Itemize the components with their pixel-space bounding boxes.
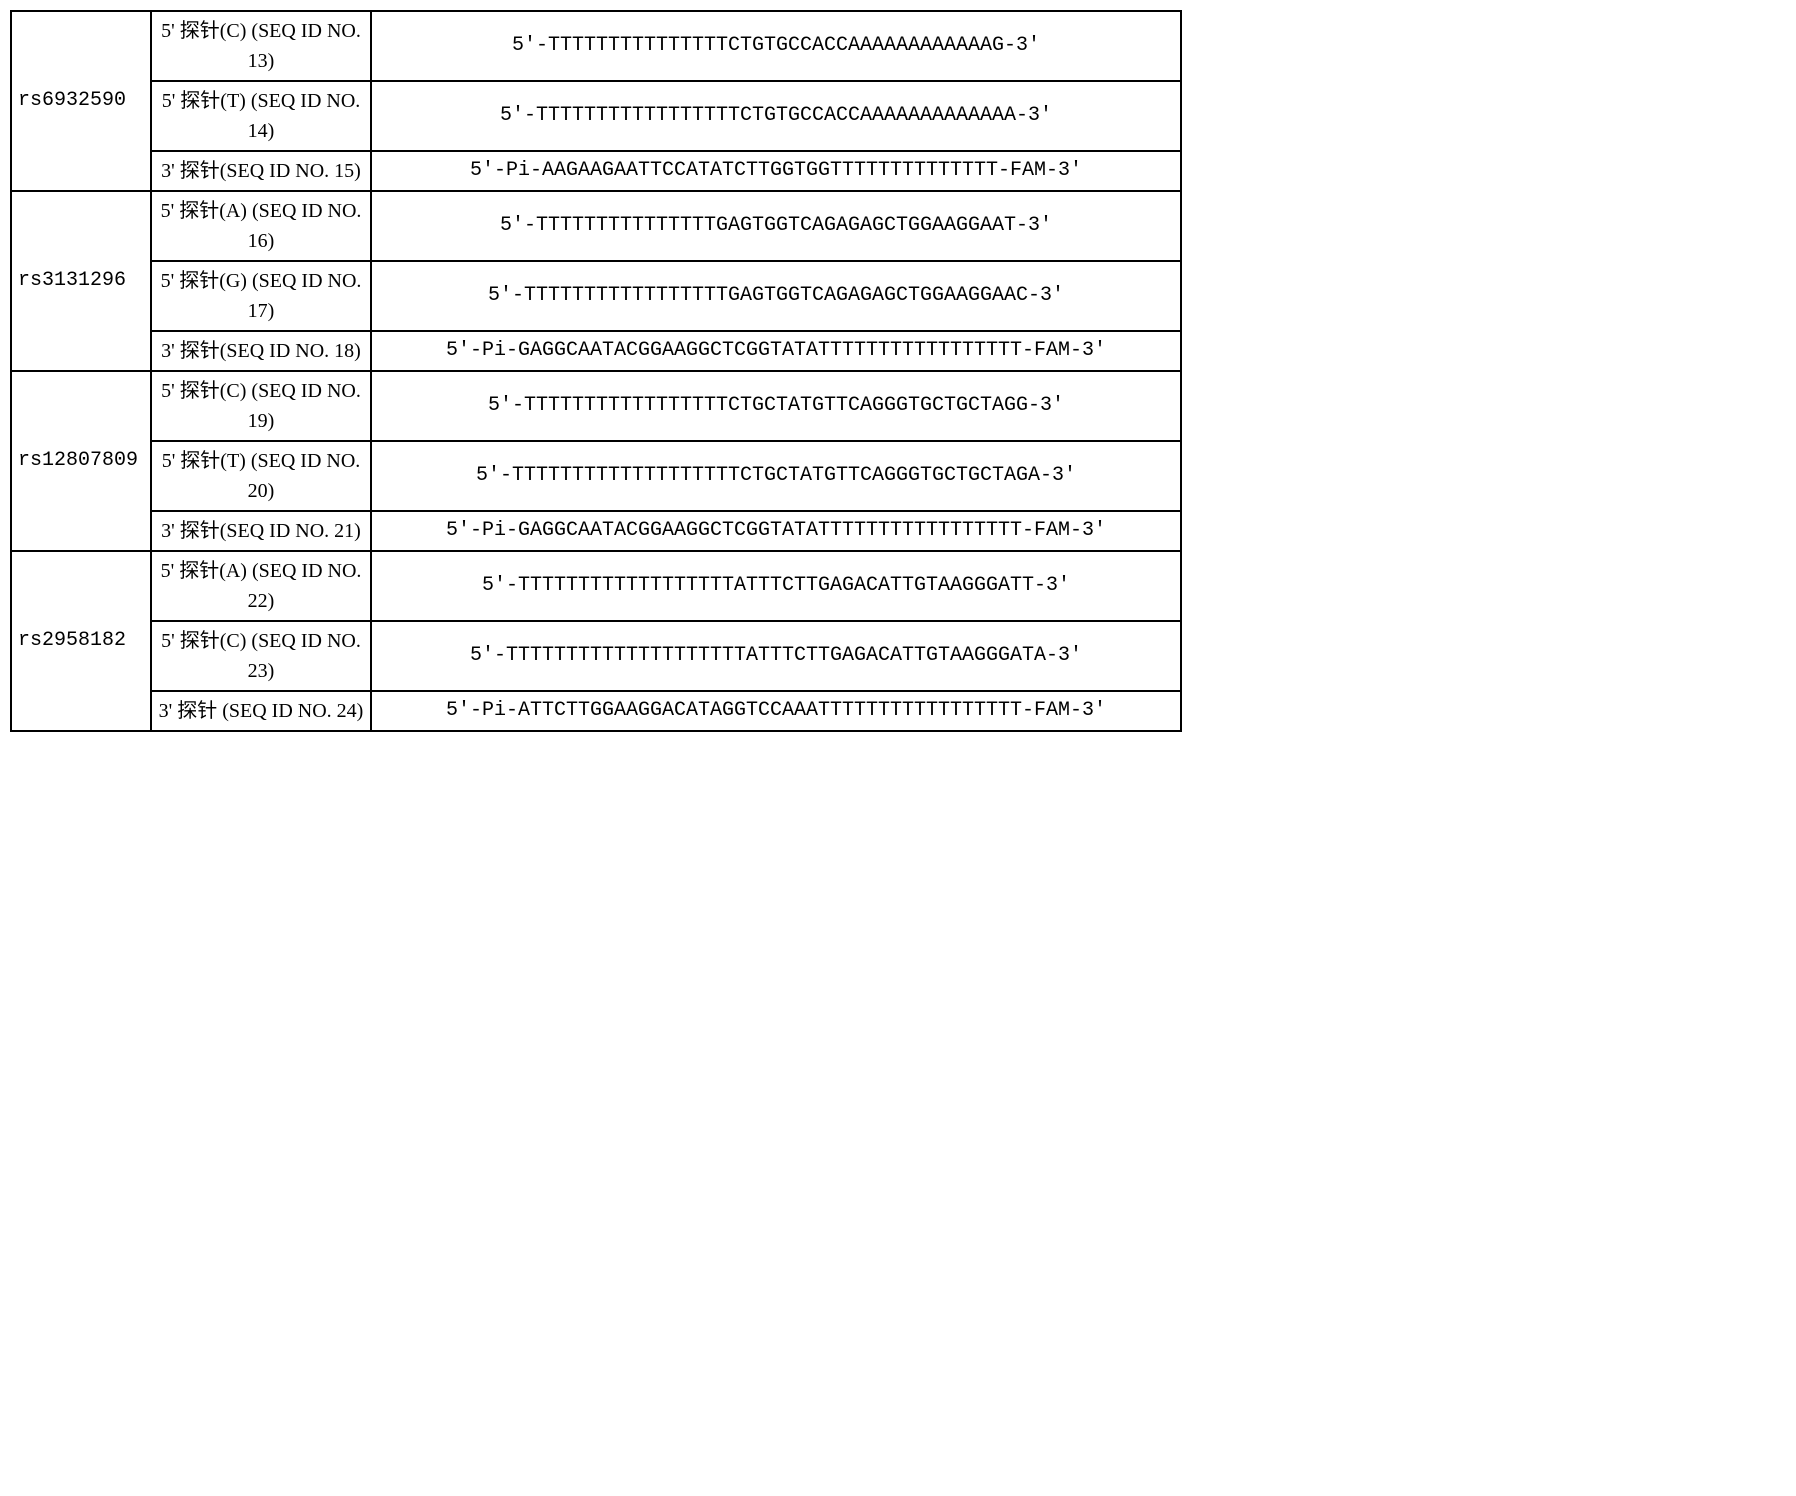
sequence-cell: 5'-Pi-ATTCTTGGAAGGACATAGGTCCAAATTTTTTTTT… xyxy=(371,691,1181,731)
rs-id-cell: rs2958182 xyxy=(11,551,151,731)
sequence-cell: 5'-TTTTTTTTTTTTTTTTTTATTTCTTGAGACATTGTAA… xyxy=(371,551,1181,621)
probe-label-cell: 5' 探针(C) (SEQ ID NO. 13) xyxy=(151,11,371,81)
sequence-cell: 5'-TTTTTTTTTTTTTTTTTCTGTGCCACCAAAAAAAAAA… xyxy=(371,81,1181,151)
rs-id-cell: rs6932590 xyxy=(11,11,151,191)
probe-label-cell: 3' 探针(SEQ ID NO. 18) xyxy=(151,331,371,371)
table-row: 3' 探针 (SEQ ID NO. 24) 5'-Pi-ATTCTTGGAAGG… xyxy=(11,691,1181,731)
table-row: 5' 探针(C) (SEQ ID NO. 23) 5'-TTTTTTTTTTTT… xyxy=(11,621,1181,691)
sequence-cell: 5'-TTTTTTTTTTTTTTTCTGTGCCACCAAAAAAAAAAAA… xyxy=(371,11,1181,81)
table-row: 3' 探针(SEQ ID NO. 18) 5'-Pi-GAGGCAATACGGA… xyxy=(11,331,1181,371)
probe-label-cell: 5' 探针(T) (SEQ ID NO. 20) xyxy=(151,441,371,511)
sequence-cell: 5'-TTTTTTTTTTTTTTTTTGAGTGGTCAGAGAGCTGGAA… xyxy=(371,261,1181,331)
sequence-cell: 5'-TTTTTTTTTTTTTTTTTTTCTGCTATGTTCAGGGTGC… xyxy=(371,441,1181,511)
sequence-cell: 5'-Pi-GAGGCAATACGGAAGGCTCGGTATATTTTTTTTT… xyxy=(371,511,1181,551)
sequence-cell: 5'-TTTTTTTTTTTTTTTGAGTGGTCAGAGAGCTGGAAGG… xyxy=(371,191,1181,261)
rs-id-cell: rs12807809 xyxy=(11,371,151,551)
probe-label-cell: 5' 探针(G) (SEQ ID NO. 17) xyxy=(151,261,371,331)
probe-label-cell: 3' 探针(SEQ ID NO. 15) xyxy=(151,151,371,191)
table-row: 5' 探针(T) (SEQ ID NO. 14) 5'-TTTTTTTTTTTT… xyxy=(11,81,1181,151)
table-row: 5' 探针(G) (SEQ ID NO. 17) 5'-TTTTTTTTTTTT… xyxy=(11,261,1181,331)
probe-label-cell: 3' 探针 (SEQ ID NO. 24) xyxy=(151,691,371,731)
sequence-cell: 5'-Pi-AAGAAGAATTCCATATCTTGGTGGTTTTTTTTTT… xyxy=(371,151,1181,191)
table-row: rs6932590 5' 探针(C) (SEQ ID NO. 13) 5'-TT… xyxy=(11,11,1181,81)
probe-label-cell: 5' 探针(T) (SEQ ID NO. 14) xyxy=(151,81,371,151)
probe-sequence-table: rs6932590 5' 探针(C) (SEQ ID NO. 13) 5'-TT… xyxy=(10,10,1182,732)
table-row: 3' 探针(SEQ ID NO. 15) 5'-Pi-AAGAAGAATTCCA… xyxy=(11,151,1181,191)
sequence-cell: 5'-Pi-GAGGCAATACGGAAGGCTCGGTATATTTTTTTTT… xyxy=(371,331,1181,371)
probe-label-cell: 5' 探针(C) (SEQ ID NO. 23) xyxy=(151,621,371,691)
table-row: rs12807809 5' 探针(C) (SEQ ID NO. 19) 5'-T… xyxy=(11,371,1181,441)
probe-label-cell: 3' 探针(SEQ ID NO. 21) xyxy=(151,511,371,551)
table-row: rs2958182 5' 探针(A) (SEQ ID NO. 22) 5'-TT… xyxy=(11,551,1181,621)
sequence-cell: 5'-TTTTTTTTTTTTTTTTTCTGCTATGTTCAGGGTGCTG… xyxy=(371,371,1181,441)
table-row: 3' 探针(SEQ ID NO. 21) 5'-Pi-GAGGCAATACGGA… xyxy=(11,511,1181,551)
table-row: rs3131296 5' 探针(A) (SEQ ID NO. 16) 5'-TT… xyxy=(11,191,1181,261)
probe-label-cell: 5' 探针(C) (SEQ ID NO. 19) xyxy=(151,371,371,441)
probe-label-cell: 5' 探针(A) (SEQ ID NO. 22) xyxy=(151,551,371,621)
table-row: 5' 探针(T) (SEQ ID NO. 20) 5'-TTTTTTTTTTTT… xyxy=(11,441,1181,511)
probe-label-cell: 5' 探针(A) (SEQ ID NO. 16) xyxy=(151,191,371,261)
sequence-cell: 5'-TTTTTTTTTTTTTTTTTTTTATTTCTTGAGACATTGT… xyxy=(371,621,1181,691)
rs-id-cell: rs3131296 xyxy=(11,191,151,371)
